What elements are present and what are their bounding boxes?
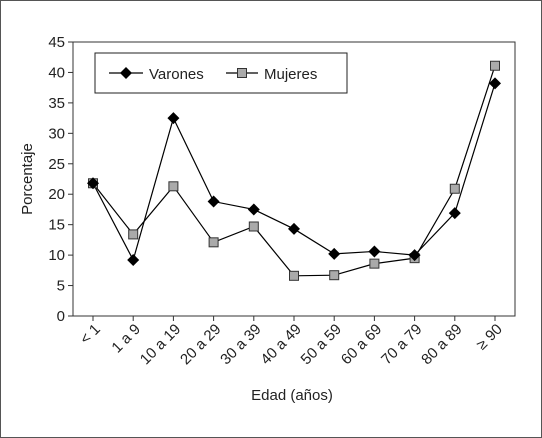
- point-mujeres: [128, 229, 139, 240]
- point-mujeres: [248, 221, 259, 232]
- y-tick-label: 15: [48, 217, 65, 234]
- point-mujeres: [329, 270, 340, 281]
- series-line-mujeres: [92, 65, 496, 277]
- y-tick-label: 10: [48, 247, 65, 264]
- x-tick-label: 10 a 19: [137, 321, 184, 368]
- point-mujeres: [289, 270, 299, 281]
- x-tick-label: 70 a 79: [378, 321, 425, 368]
- y-tick-label: 20: [48, 186, 65, 203]
- y-tick-label: 0: [57, 308, 65, 325]
- legend-mujeres-marker: [237, 68, 247, 78]
- point-mujeres: [168, 181, 179, 192]
- legend-mujeres-label: Mujeres: [264, 66, 317, 83]
- point-mujeres: [490, 60, 500, 71]
- axes: [68, 41, 516, 321]
- x-tick-label: 30 a 39: [217, 321, 264, 368]
- y-axis-title: Porcentaje: [19, 143, 36, 215]
- point-varones: [448, 207, 461, 220]
- legend-varones-label: Varones: [149, 66, 204, 83]
- y-tick-label: 5: [57, 278, 65, 295]
- point-varones: [167, 112, 180, 125]
- series-lines: [92, 65, 496, 277]
- x-tick-label: 50 a 59: [298, 321, 345, 368]
- y-tick-label: 45: [48, 34, 65, 51]
- point-varones: [87, 177, 99, 190]
- point-varones: [368, 245, 381, 258]
- x-axis-title: Edad (años): [251, 387, 333, 404]
- x-tick-label: 60 a 69: [338, 321, 385, 368]
- point-varones: [127, 253, 140, 266]
- y-tick-label: 25: [48, 156, 65, 173]
- x-tick-label: 20 a 29: [177, 321, 224, 368]
- point-varones: [328, 247, 341, 260]
- x-tick-label: ≥ 90: [473, 321, 506, 354]
- point-varones: [207, 195, 220, 208]
- point-mujeres: [369, 258, 380, 269]
- legend-varones-marker: [120, 67, 132, 79]
- y-tick-label: 30: [48, 125, 65, 142]
- y-tick-label: 40: [48, 64, 65, 81]
- x-tick-label: 40 a 49: [257, 321, 304, 368]
- point-varones: [247, 203, 260, 216]
- point-varones: [408, 249, 421, 262]
- y-tick-label: 35: [48, 95, 65, 112]
- x-tick-label: 80 a 89: [418, 321, 465, 368]
- series-markers: [87, 60, 501, 281]
- x-tick-label: < 1: [77, 321, 104, 348]
- point-mujeres: [449, 183, 460, 194]
- point-varones: [288, 222, 300, 235]
- point-varones: [489, 77, 501, 90]
- legend: Varones Mujeres: [94, 52, 348, 94]
- point-mujeres: [208, 237, 219, 248]
- x-tick-label: 1 a 9: [108, 321, 144, 357]
